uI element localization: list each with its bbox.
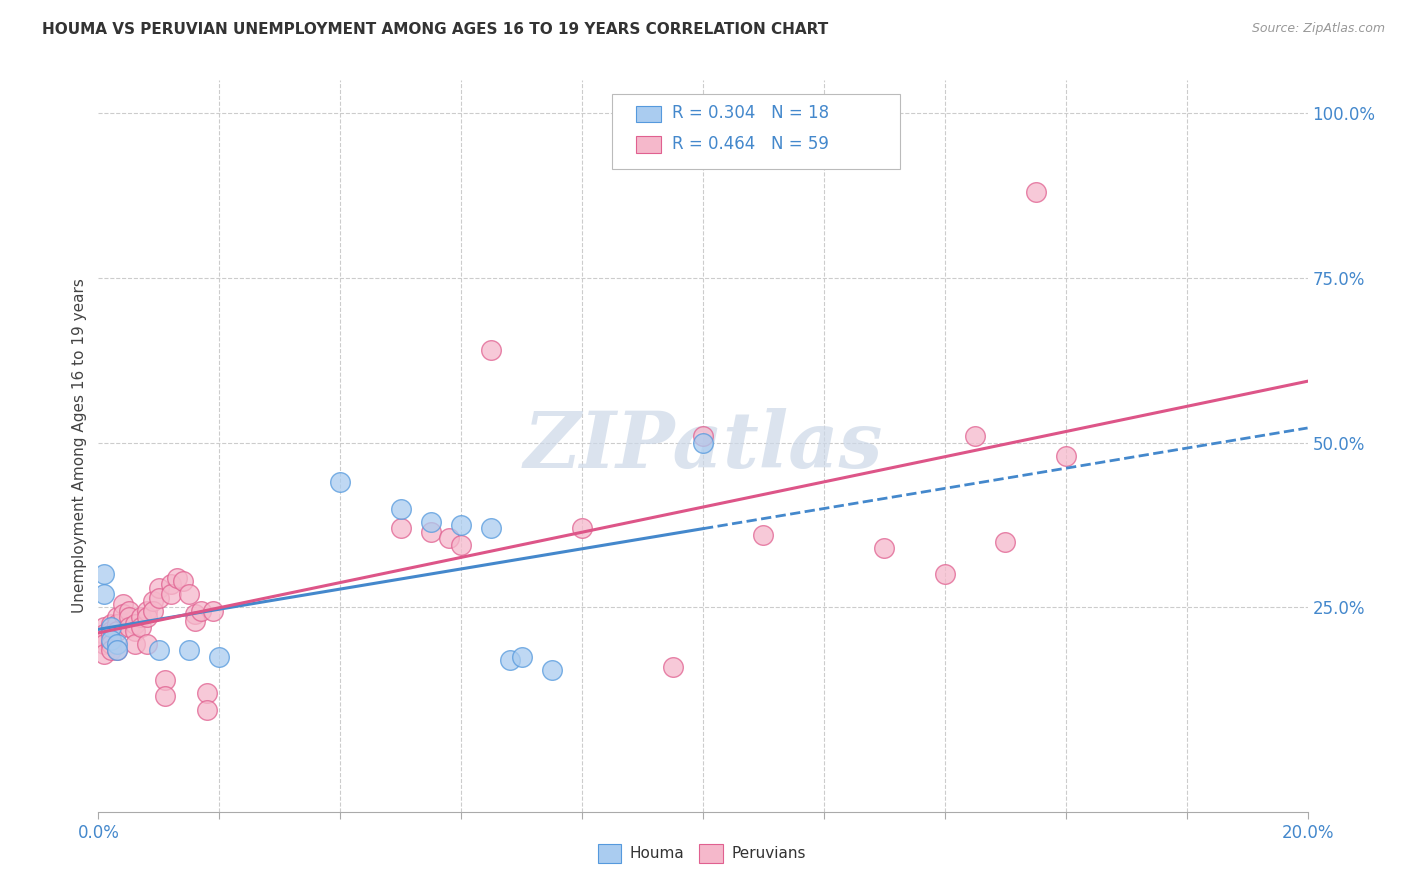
Point bbox=[93, 627, 115, 641]
Point bbox=[450, 538, 472, 552]
Point bbox=[135, 637, 157, 651]
Point bbox=[965, 429, 987, 443]
Text: R = 0.464   N = 59: R = 0.464 N = 59 bbox=[672, 135, 830, 153]
Point bbox=[105, 624, 128, 638]
Point bbox=[172, 574, 194, 588]
Point bbox=[142, 594, 165, 608]
Point bbox=[100, 627, 122, 641]
Point bbox=[105, 637, 128, 651]
Point bbox=[752, 528, 775, 542]
Point bbox=[437, 531, 460, 545]
Point bbox=[481, 343, 503, 358]
Point bbox=[100, 620, 122, 634]
Point bbox=[208, 649, 231, 664]
Point bbox=[195, 686, 218, 700]
Point bbox=[148, 643, 170, 657]
Point bbox=[105, 643, 128, 657]
Point bbox=[389, 501, 412, 516]
Point bbox=[118, 620, 141, 634]
Point bbox=[994, 534, 1017, 549]
Point bbox=[420, 515, 443, 529]
Point bbox=[105, 610, 128, 624]
Point bbox=[329, 475, 352, 490]
Text: HOUMA VS PERUVIAN UNEMPLOYMENT AMONG AGES 16 TO 19 YEARS CORRELATION CHART: HOUMA VS PERUVIAN UNEMPLOYMENT AMONG AGE… bbox=[42, 22, 828, 37]
Text: Source: ZipAtlas.com: Source: ZipAtlas.com bbox=[1251, 22, 1385, 36]
Point bbox=[100, 616, 122, 631]
Point bbox=[135, 610, 157, 624]
Point bbox=[124, 624, 146, 638]
Point bbox=[129, 610, 152, 624]
Point bbox=[160, 587, 183, 601]
Point bbox=[111, 607, 134, 621]
Point bbox=[498, 653, 520, 667]
Point bbox=[510, 649, 533, 664]
Text: ZIPatlas: ZIPatlas bbox=[523, 408, 883, 484]
Point bbox=[129, 620, 152, 634]
Point bbox=[118, 610, 141, 624]
Point bbox=[100, 637, 122, 651]
Point bbox=[153, 673, 176, 687]
Point bbox=[100, 643, 122, 657]
Y-axis label: Unemployment Among Ages 16 to 19 years: Unemployment Among Ages 16 to 19 years bbox=[72, 278, 87, 614]
Point bbox=[111, 597, 134, 611]
Point bbox=[420, 524, 443, 539]
Point bbox=[1054, 449, 1077, 463]
Point bbox=[540, 663, 562, 677]
Point bbox=[93, 647, 115, 661]
Point bbox=[179, 643, 201, 657]
Point bbox=[93, 633, 115, 648]
Point bbox=[93, 587, 115, 601]
Point bbox=[692, 429, 714, 443]
Point bbox=[100, 624, 122, 638]
Text: Houma: Houma bbox=[630, 847, 685, 861]
Point bbox=[179, 587, 201, 601]
Point bbox=[571, 521, 593, 535]
Point bbox=[184, 607, 207, 621]
Point bbox=[166, 571, 188, 585]
Point bbox=[148, 581, 170, 595]
Point bbox=[450, 518, 472, 533]
Point bbox=[105, 616, 128, 631]
Point bbox=[105, 643, 128, 657]
Point bbox=[93, 637, 115, 651]
Point bbox=[93, 567, 115, 582]
Point bbox=[692, 435, 714, 450]
Point bbox=[190, 604, 212, 618]
Point bbox=[1024, 186, 1046, 200]
Point bbox=[148, 591, 170, 605]
Point bbox=[389, 521, 412, 535]
Point bbox=[142, 604, 165, 618]
Point bbox=[934, 567, 956, 582]
Point bbox=[124, 637, 146, 651]
Point bbox=[195, 702, 218, 716]
Point bbox=[124, 616, 146, 631]
Point bbox=[481, 521, 503, 535]
Point bbox=[100, 633, 122, 648]
Point bbox=[93, 620, 115, 634]
Point bbox=[184, 614, 207, 628]
Point bbox=[153, 690, 176, 704]
Point bbox=[202, 604, 225, 618]
Point bbox=[873, 541, 896, 556]
Point bbox=[118, 604, 141, 618]
Point bbox=[160, 577, 183, 591]
Text: R = 0.304   N = 18: R = 0.304 N = 18 bbox=[672, 104, 830, 122]
Point bbox=[662, 659, 685, 673]
Point bbox=[135, 604, 157, 618]
Text: Peruvians: Peruvians bbox=[731, 847, 806, 861]
